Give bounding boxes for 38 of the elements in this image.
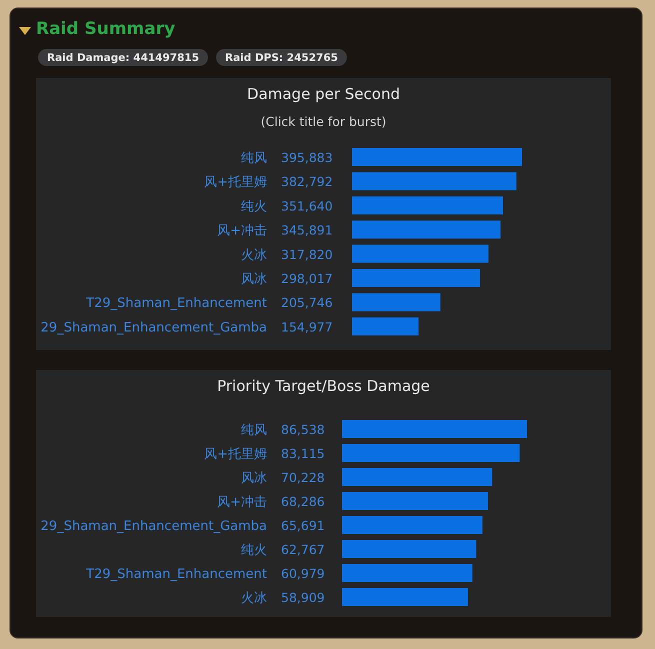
data-label: 154,977 xyxy=(281,319,333,334)
data-label: 345,891 xyxy=(281,222,333,238)
data-label: 68,286 xyxy=(281,494,325,509)
y-tick-label: 纯风 xyxy=(241,151,267,166)
data-label: 317,820 xyxy=(281,246,333,262)
data-label: 60,979 xyxy=(281,566,325,581)
y-tick-label: 29_Shaman_Enhancement_Gamba xyxy=(40,320,267,336)
text: Raid Summary xyxy=(36,19,176,39)
data-label: 298,017 xyxy=(281,271,333,286)
data-label: 70,228 xyxy=(281,470,325,485)
data-label: 351,640 xyxy=(281,198,333,214)
chart-subtitle: (Click title for burst) xyxy=(260,114,386,129)
data-label: 382,792 xyxy=(281,174,333,190)
data-label: 58,909 xyxy=(281,590,325,605)
data-label: 65,691 xyxy=(281,518,325,533)
y-tick-label: 29_Shaman_Enhancement_Gamba xyxy=(40,519,267,534)
data-label: 86,538 xyxy=(281,422,325,437)
y-tick-label: T29_Shaman_Enhancement xyxy=(85,567,267,582)
y-tick-label: 火冰 xyxy=(241,591,267,606)
data-label: 395,883 xyxy=(281,150,333,165)
y-tick-label: 纯火 xyxy=(241,543,267,558)
y-tick-label: 风冰 xyxy=(241,272,267,287)
chart-title: Damage per Second xyxy=(247,85,400,103)
y-tick-label: 风+托里姆 xyxy=(204,447,267,462)
y-tick-label: 纯火 xyxy=(241,199,267,214)
y-tick-label: 风+冲击 xyxy=(217,495,267,510)
y-tick-label: 风+冲击 xyxy=(217,224,267,239)
y-tick-label: T29_Shaman_Enhancement xyxy=(85,296,267,312)
data-label: 83,115 xyxy=(281,446,325,461)
text: Raid DPS: 2452765 xyxy=(225,52,338,64)
data-label: 62,767 xyxy=(281,542,325,557)
y-tick-label: 火冰 xyxy=(241,248,267,263)
chart-title: Priority Target/Boss Damage xyxy=(217,377,430,395)
y-tick-label: 纯风 xyxy=(241,423,267,438)
y-tick-label: 风+托里姆 xyxy=(204,175,267,190)
text: Raid Damage: 441497815 xyxy=(47,52,200,64)
y-tick-label: 风冰 xyxy=(241,471,267,486)
data-label: 205,746 xyxy=(281,295,333,310)
